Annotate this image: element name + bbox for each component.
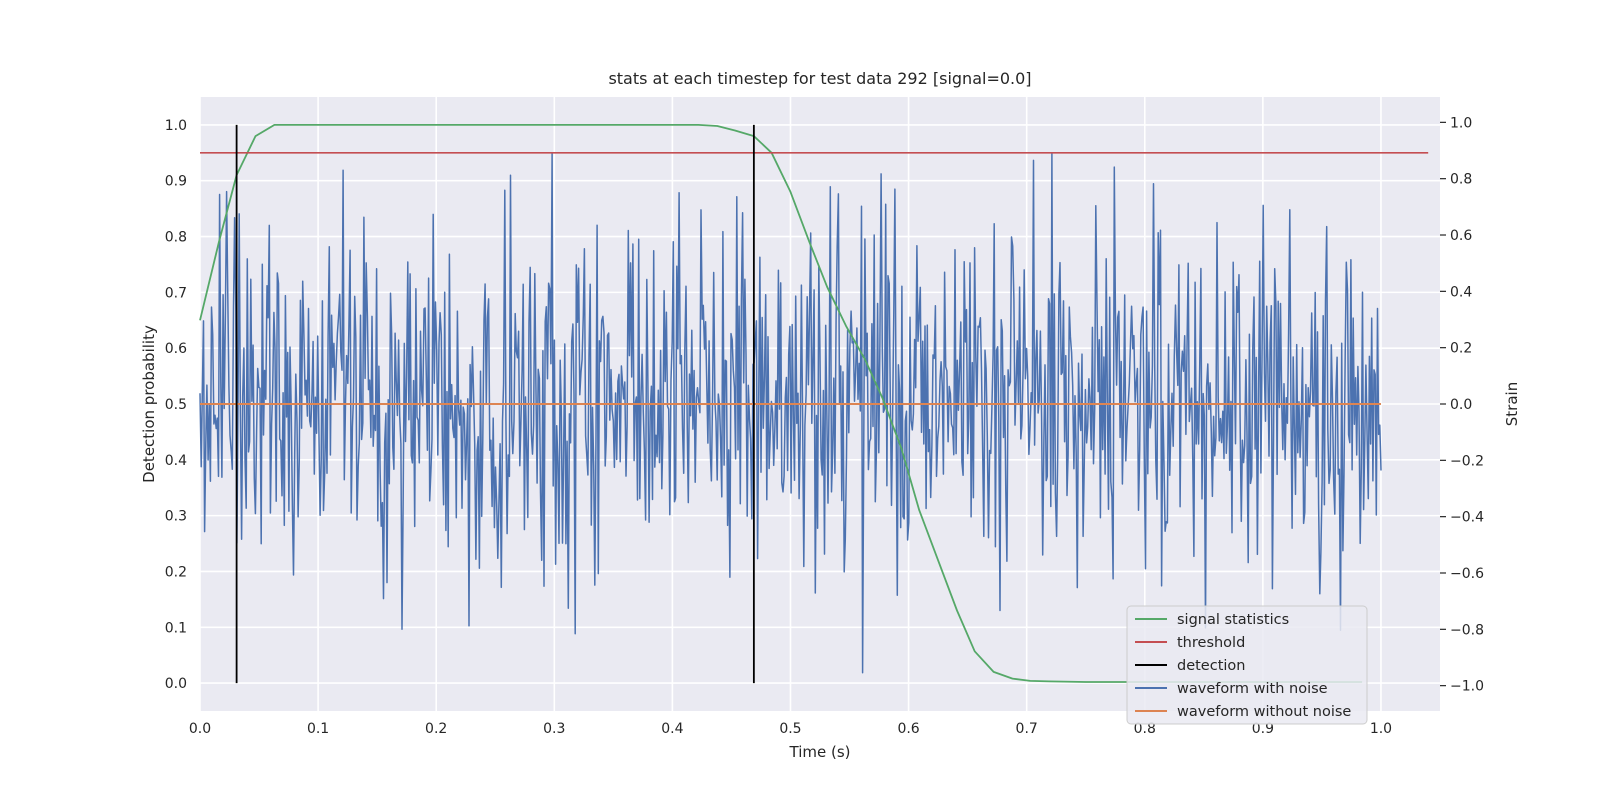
y2-tick-label: −0.4 — [1450, 510, 1484, 526]
y-tick-label: 0.5 — [165, 397, 187, 413]
x-tick-label: 0.9 — [1252, 721, 1274, 737]
chart-title: stats at each timestep for test data 292… — [608, 69, 1031, 88]
x-tick-label: 0.1 — [307, 721, 329, 737]
axes: 0.0 0.1 0.2 0.3 0.4 0.5 0.6 0.7 0.8 0.9 1.0 0.0 0.1 0… — [165, 115, 1484, 737]
legend-label: threshold — [1177, 635, 1245, 651]
legend-label: waveform with noise — [1177, 681, 1328, 697]
y2-tick-label: −0.6 — [1450, 566, 1484, 582]
legend-label: detection — [1177, 658, 1245, 674]
y2-tick-label: −0.8 — [1450, 622, 1484, 638]
x-tick-label: 0.7 — [1016, 721, 1038, 737]
x-tick-label: 1.0 — [1370, 721, 1392, 737]
y-tick-label: 0.2 — [165, 564, 187, 580]
y-tick-label: 0.9 — [165, 174, 187, 190]
y-tick-label: 0.8 — [165, 230, 187, 246]
x-axis-label: Time (s) — [789, 743, 851, 761]
legend: signal statistics threshold detection wavef… — [1126, 605, 1368, 725]
y2-tick-label: 0.6 — [1450, 228, 1472, 244]
y2-axis-label: Strain — [1503, 382, 1521, 426]
x-tick-label: 0.5 — [779, 721, 801, 737]
x-tick-label: 0.4 — [661, 721, 683, 737]
legend-box — [1126, 605, 1368, 725]
y2-tick-label: 1.0 — [1450, 115, 1472, 131]
y-tick-label: 0.6 — [165, 341, 187, 357]
y-axis-label: Detection probability — [140, 325, 158, 483]
y-tick-label: 1.0 — [165, 118, 187, 134]
series-waveform-with-noise — [199, 152, 1382, 674]
series-layer — [199, 124, 1429, 684]
y-tick-label: 0.3 — [165, 509, 187, 525]
y2-tick-label: 0.2 — [1450, 341, 1472, 357]
y2-tick-label: 0.0 — [1450, 397, 1472, 413]
y2-tick-label: 0.8 — [1450, 172, 1472, 188]
series-signal-statistics — [199, 124, 1363, 683]
legend-label: signal statistics — [1177, 612, 1289, 628]
y-tick-label: 0.4 — [165, 453, 187, 469]
y-tick-label: 0.1 — [165, 620, 187, 636]
x-tick-label: 0.3 — [543, 721, 565, 737]
y-tick-label: 0.0 — [165, 676, 187, 692]
y-tick-label: 0.7 — [165, 285, 187, 301]
y2-tick-label: −1.0 — [1450, 679, 1484, 695]
x-tick-label: 0.0 — [189, 721, 211, 737]
legend-label: waveform without noise — [1177, 704, 1351, 720]
y2-tick-label: −0.2 — [1450, 453, 1484, 469]
x-tick-label: 0.6 — [897, 721, 919, 737]
x-tick-label: 0.8 — [1134, 721, 1156, 737]
x-tick-label: 0.2 — [425, 721, 447, 737]
y2-tick-label: 0.4 — [1450, 284, 1472, 300]
